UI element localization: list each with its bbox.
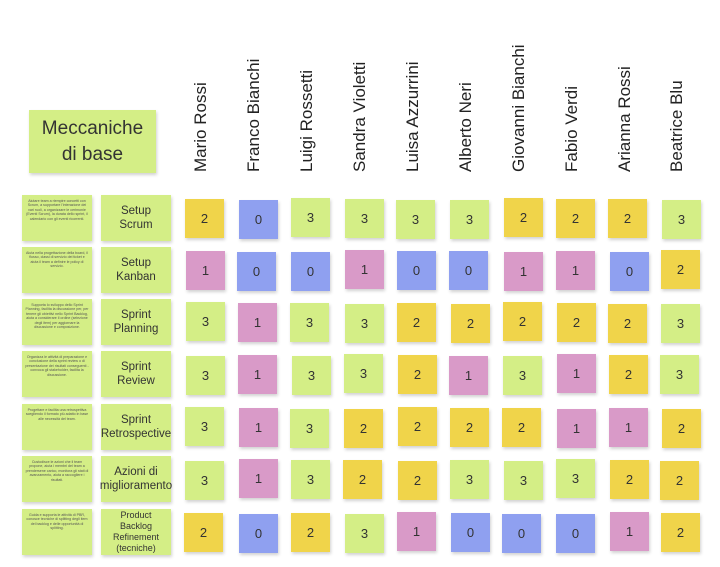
score-note: 2 bbox=[291, 513, 330, 552]
score-note: 0 bbox=[239, 514, 278, 553]
practice-label-note: Azioni di miglioramento bbox=[100, 456, 172, 502]
score-note: 3 bbox=[291, 198, 330, 237]
score-note: 3 bbox=[396, 200, 435, 239]
score-note: 1 bbox=[610, 512, 649, 551]
score-note: 0 bbox=[397, 251, 436, 290]
score-note: 3 bbox=[186, 302, 225, 341]
score-note: 2 bbox=[184, 513, 223, 552]
person-name: Giovanni Bianchi bbox=[509, 44, 528, 172]
person-name: Arianna Rossi bbox=[615, 66, 634, 172]
score-note: 3 bbox=[291, 460, 330, 499]
score-note: 3 bbox=[504, 461, 543, 500]
score-note: 2 bbox=[661, 250, 700, 289]
score-note: 1 bbox=[239, 459, 278, 498]
person-name: Alberto Neri bbox=[456, 82, 475, 172]
score-note: 2 bbox=[344, 409, 383, 448]
practice-label-note: Sprint Planning bbox=[101, 299, 171, 345]
score-note: 2 bbox=[661, 513, 700, 552]
score-note: 2 bbox=[608, 199, 647, 238]
person-name: Luisa Azzurrini bbox=[403, 61, 422, 172]
score-note: 2 bbox=[504, 198, 543, 237]
score-note: 3 bbox=[292, 356, 331, 395]
board-title: Meccaniche di base bbox=[41, 117, 144, 165]
score-note: 1 bbox=[397, 512, 436, 551]
practice-label-note: Sprint Review bbox=[101, 351, 171, 397]
score-note: 0 bbox=[239, 200, 278, 239]
score-note: 2 bbox=[610, 460, 649, 499]
score-note: 3 bbox=[345, 199, 384, 238]
score-note: 2 bbox=[450, 408, 489, 447]
score-note: 3 bbox=[450, 460, 489, 499]
description-note: Supporta lo sviluppo dello Sprint Planni… bbox=[22, 299, 92, 345]
score-note: 3 bbox=[186, 356, 225, 395]
score-note: 2 bbox=[556, 199, 595, 238]
score-note: 2 bbox=[451, 304, 490, 343]
description-note: Guida e supporta le attività di PBR, con… bbox=[22, 509, 92, 555]
title-note: Meccaniche di base bbox=[29, 110, 156, 173]
score-note: 1 bbox=[504, 252, 543, 291]
score-note: 1 bbox=[556, 251, 595, 290]
score-note: 3 bbox=[450, 200, 489, 239]
score-note: 1 bbox=[557, 354, 596, 393]
score-note: 0 bbox=[556, 514, 595, 553]
score-note: 1 bbox=[238, 355, 277, 394]
score-note: 0 bbox=[291, 252, 330, 291]
score-note: 0 bbox=[502, 514, 541, 553]
score-note: 1 bbox=[557, 409, 596, 448]
practice-label-note: Sprint Retrospective bbox=[101, 404, 171, 450]
score-note: 3 bbox=[661, 304, 700, 343]
score-note: 2 bbox=[398, 407, 437, 446]
score-note: 0 bbox=[449, 251, 488, 290]
person-name: Sandra Violetti bbox=[350, 61, 369, 172]
score-note: 1 bbox=[186, 251, 225, 290]
score-note: 3 bbox=[345, 304, 384, 343]
score-note: 2 bbox=[397, 303, 436, 342]
score-note: 2 bbox=[398, 355, 437, 394]
score-note: 2 bbox=[502, 408, 541, 447]
description-note: Aiuta nella progettazione della board, i… bbox=[22, 247, 92, 293]
score-note: 2 bbox=[343, 460, 382, 499]
score-note: 1 bbox=[449, 356, 488, 395]
score-note: 3 bbox=[660, 355, 699, 394]
score-note: 2 bbox=[185, 199, 224, 238]
description-note: Aiutare team a riempire concetti con Scr… bbox=[22, 195, 92, 241]
practice-label-note: Product Backlog Refinement (tecniche) bbox=[101, 509, 171, 555]
score-note: 2 bbox=[557, 303, 596, 342]
score-note: 2 bbox=[608, 304, 647, 343]
description-note: Custodisce le azioni che il team propone… bbox=[22, 456, 92, 502]
description-note: Organizza le attività di preparazione e … bbox=[22, 351, 92, 397]
person-name: Luigi Rossetti bbox=[297, 69, 316, 172]
score-note: 3 bbox=[662, 200, 701, 239]
score-note: 1 bbox=[609, 408, 648, 447]
score-note: 1 bbox=[238, 303, 277, 342]
score-note: 2 bbox=[398, 461, 437, 500]
score-note: 3 bbox=[556, 459, 595, 498]
score-note: 0 bbox=[610, 252, 649, 291]
description-note: Progettare e facilita una retrospettiva … bbox=[22, 404, 92, 450]
score-note: 3 bbox=[290, 409, 329, 448]
score-note: 0 bbox=[451, 513, 490, 552]
score-note: 2 bbox=[503, 302, 542, 341]
score-note: 3 bbox=[503, 356, 542, 395]
score-note: 2 bbox=[660, 461, 699, 500]
person-name: Mario Rossi bbox=[191, 82, 210, 172]
practice-label-note: Setup Scrum bbox=[101, 195, 171, 241]
score-note: 2 bbox=[609, 355, 648, 394]
score-note: 1 bbox=[239, 408, 278, 447]
score-note: 1 bbox=[345, 250, 384, 289]
score-note: 3 bbox=[185, 461, 224, 500]
score-note: 2 bbox=[662, 409, 701, 448]
score-note: 0 bbox=[237, 252, 276, 291]
score-note: 3 bbox=[290, 303, 329, 342]
person-name: Fabio Verdi bbox=[562, 86, 581, 172]
score-note: 3 bbox=[185, 407, 224, 446]
score-note: 3 bbox=[344, 354, 383, 393]
score-note: 3 bbox=[345, 514, 384, 553]
person-name: Franco Bianchi bbox=[244, 58, 263, 172]
practice-label-note: Setup Kanban bbox=[101, 247, 171, 293]
person-name: Beatrice Blu bbox=[667, 80, 686, 172]
